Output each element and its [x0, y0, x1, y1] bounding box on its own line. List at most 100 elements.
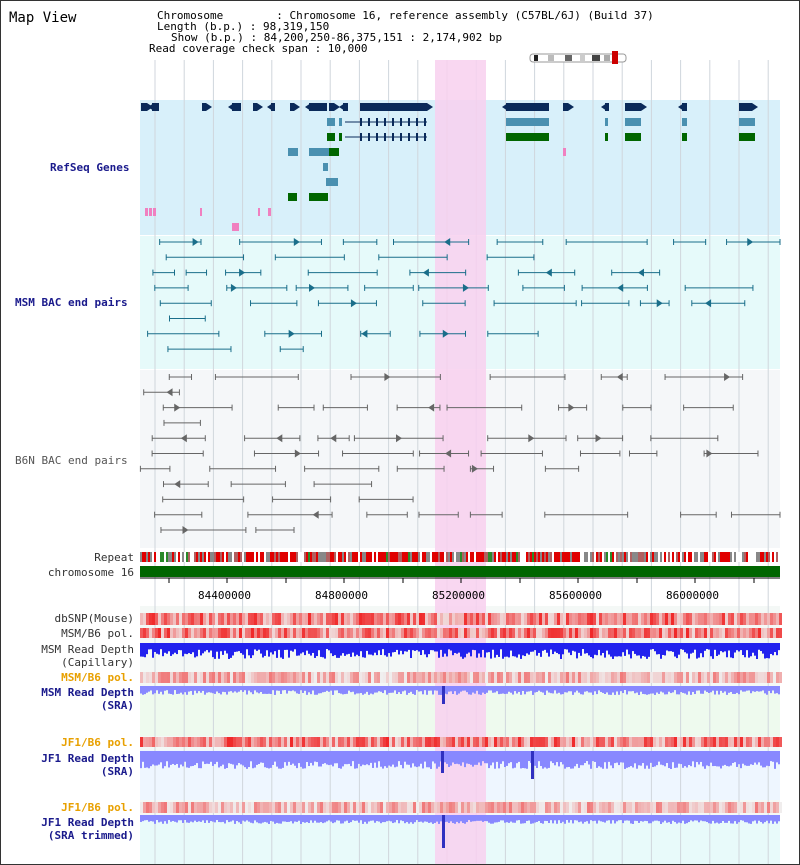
depth-bar	[282, 643, 284, 659]
heat-cell	[371, 628, 374, 638]
heat-cell	[704, 628, 707, 638]
heat-cell	[176, 737, 179, 747]
repeat-segment	[650, 552, 652, 562]
depth-bar	[536, 643, 538, 656]
repeat-segment	[730, 552, 732, 562]
repeat-segment	[488, 552, 490, 562]
heat-cell	[650, 628, 653, 638]
depth-bar	[274, 751, 276, 762]
repeat-segment	[426, 552, 428, 562]
depth-bar	[646, 643, 648, 659]
depth-bar	[646, 751, 648, 766]
depth-bar	[394, 751, 396, 768]
depth-bar	[540, 751, 542, 767]
heat-cell	[500, 737, 503, 747]
depth-bar	[372, 751, 374, 768]
heat-cell	[209, 628, 212, 638]
depth-bar	[558, 815, 560, 821]
heat-cell	[536, 737, 539, 747]
heat-cell	[182, 613, 185, 625]
heat-cell	[539, 737, 542, 747]
heat-cell	[326, 628, 329, 638]
heat-cell	[329, 613, 332, 625]
depth-bar	[162, 751, 164, 769]
heat-cell	[767, 628, 770, 638]
heat-cell	[602, 628, 605, 638]
heat-cell	[230, 672, 233, 683]
heat-cell	[689, 672, 692, 683]
depth-bar	[316, 686, 318, 695]
depth-bar	[210, 815, 212, 822]
depth-bar	[670, 751, 672, 769]
depth-bar	[222, 686, 224, 692]
heat-cell	[509, 613, 512, 625]
heat-cell	[662, 613, 665, 625]
heat-cell	[692, 613, 695, 625]
depth-bar	[708, 686, 710, 694]
depth-bar	[354, 643, 356, 657]
track-label-refseq[interactable]: RefSeq Genes	[50, 161, 130, 174]
depth-bar	[576, 815, 578, 821]
gene-block	[506, 103, 549, 111]
depth-bar	[690, 815, 692, 821]
heat-cell	[674, 613, 677, 625]
depth-bar	[222, 751, 224, 765]
heat-cell	[554, 628, 557, 638]
depth-bar	[308, 686, 310, 693]
heat-cell	[380, 737, 383, 747]
depth-bar	[204, 643, 206, 652]
heat-cell	[179, 672, 182, 683]
depth-bar	[562, 686, 564, 695]
heat-cell	[626, 737, 629, 747]
heat-cell	[296, 802, 299, 813]
depth-bar	[738, 643, 740, 652]
depth-bar	[176, 643, 178, 655]
track-label-b6n-bac[interactable]: B6N BAC end pairs	[15, 454, 128, 467]
depth-bar	[236, 751, 238, 766]
depth-bar	[742, 643, 744, 656]
track-label-msm-bac[interactable]: MSM BAC end pairs	[15, 296, 128, 309]
heat-cell	[197, 737, 200, 747]
depth-bar	[168, 686, 170, 694]
depth-bar	[568, 751, 570, 767]
depth-bar	[422, 751, 424, 769]
heat-cell	[665, 613, 668, 625]
heat-cell	[299, 672, 302, 683]
heat-cell	[596, 613, 599, 625]
depth-bar	[432, 686, 434, 695]
depth-bar	[594, 643, 596, 655]
heat-cell	[293, 737, 296, 747]
depth-bar	[660, 643, 662, 659]
heat-cell	[269, 802, 272, 813]
heat-cell	[260, 628, 263, 638]
depth-bar	[528, 815, 530, 821]
depth-bar	[514, 686, 516, 692]
depth-bar	[304, 643, 306, 656]
depth-bar	[264, 815, 266, 822]
depth-bar	[306, 643, 308, 651]
depth-bar	[674, 643, 676, 657]
depth-bar	[184, 643, 186, 654]
depth-bar	[746, 815, 748, 823]
depth-bar	[378, 686, 380, 692]
depth-bar	[628, 643, 630, 655]
heat-cell	[740, 672, 743, 683]
heat-cell	[650, 672, 653, 683]
heat-cell	[557, 737, 560, 747]
heat-cell	[503, 737, 506, 747]
heat-cell	[296, 613, 299, 625]
heat-cell	[233, 613, 236, 625]
heat-cell	[677, 672, 680, 683]
heat-cell	[404, 613, 407, 625]
depth-bar	[172, 751, 174, 764]
depth-bar	[634, 686, 636, 694]
depth-bar	[182, 815, 184, 823]
depth-bar	[750, 686, 752, 694]
depth-bar	[652, 643, 654, 650]
heat-cell	[689, 613, 692, 625]
depth-bar	[476, 643, 478, 658]
heat-cell	[506, 628, 509, 638]
depth-bar	[526, 643, 528, 654]
depth-bar	[508, 815, 510, 823]
depth-bar	[256, 686, 258, 693]
